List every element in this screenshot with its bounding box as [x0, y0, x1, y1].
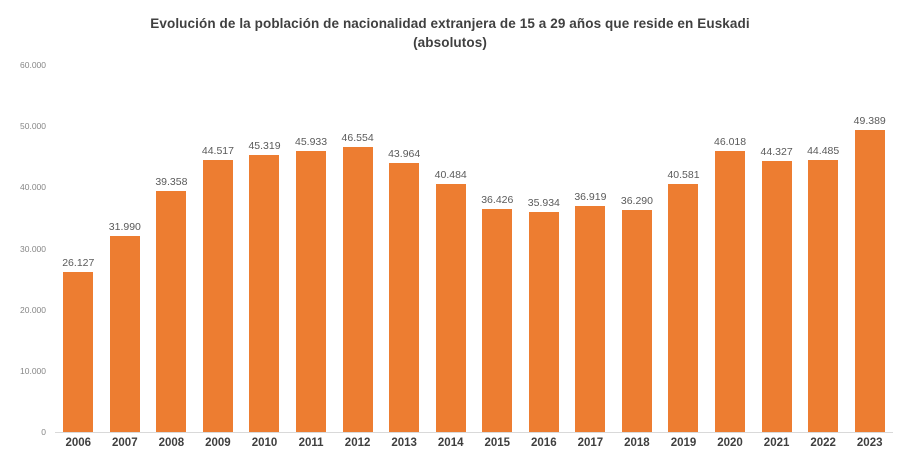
bar[interactable] [482, 209, 513, 432]
bar-group: 40.484 [427, 65, 474, 432]
x-axis-tick-label: 2011 [298, 437, 324, 449]
bar[interactable] [435, 184, 466, 432]
y-axis-tick-label: 0 [41, 427, 46, 437]
bar-group: 43.964 [381, 65, 428, 432]
x-axis-tick-label: 2021 [763, 437, 790, 449]
x-axis-tick-label: 2012 [344, 437, 371, 449]
bar-value-label: 39.358 [155, 176, 188, 189]
bar-value-label: 44.517 [201, 144, 234, 157]
bar[interactable] [296, 151, 327, 432]
bar-group: 44.517 [195, 65, 242, 432]
x-axis-tick-label: 2018 [624, 437, 650, 449]
bar-value-label: 46.018 [713, 135, 747, 148]
bar[interactable] [63, 272, 94, 432]
bar-value-label: 35.934 [527, 197, 560, 210]
bar-group: 49.389 [846, 65, 893, 432]
x-axis-tick-label: 2023 [856, 437, 883, 449]
bar-group: 39.358 [148, 65, 195, 432]
bar-value-label: 49.389 [853, 114, 886, 127]
y-axis-tick-label: 60.000 [20, 60, 46, 70]
x-axis-tick-label: 2008 [158, 437, 185, 449]
bar[interactable] [854, 129, 885, 432]
bar-group: 45.933 [288, 65, 335, 432]
x-axis-tick-label: 2009 [205, 437, 231, 449]
y-axis-tick-label: 40.000 [20, 182, 46, 193]
bar-group: 31.990 [102, 65, 149, 432]
bar-group: 44.327 [753, 65, 800, 432]
bar-value-label: 36.426 [481, 194, 514, 207]
bar[interactable] [249, 154, 280, 432]
bar-group: 36.290 [614, 65, 661, 432]
x-axis-tick-label: 2013 [391, 437, 417, 449]
x-axis-tick-label: 2017 [577, 437, 604, 449]
bar[interactable] [342, 147, 373, 432]
y-axis-tick-label: 30.000 [20, 243, 46, 254]
bar[interactable] [761, 160, 792, 432]
bar-group: 35.934 [521, 65, 568, 432]
bar-group: 36.919 [567, 65, 614, 432]
bar-group: 46.018 [707, 65, 754, 432]
x-axis-tick-label: 2022 [810, 437, 836, 449]
bar-value-label: 44.485 [807, 144, 840, 157]
bar[interactable] [668, 183, 699, 432]
bar[interactable] [109, 236, 140, 432]
bar-value-label: 31.990 [108, 221, 141, 234]
bar-group: 45.319 [241, 65, 288, 432]
x-axis-tick-label: 2007 [112, 437, 138, 449]
bar-group: 44.485 [800, 65, 847, 432]
chart-title: Evolución de la población de nacionalida… [90, 14, 810, 52]
y-axis: 0 10.000 20.000 30.000 40.000 50.000 60.000 [0, 0, 52, 472]
bar-value-label: 44.327 [760, 145, 793, 158]
bar-group: 46.554 [334, 65, 381, 432]
bar-group: 26.127 [55, 65, 102, 432]
bar-value-label: 45.933 [294, 136, 328, 149]
bar-value-label: 43.964 [388, 148, 421, 161]
bar-value-label: 45.319 [248, 139, 281, 152]
bar[interactable] [156, 191, 187, 432]
bar-group: 40.581 [660, 65, 707, 432]
bar-value-label: 36.919 [574, 191, 607, 204]
bar[interactable] [621, 210, 652, 432]
chart-title-line-1: Evolución de la población de nacionalida… [150, 16, 750, 31]
x-axis-tick-label: 2016 [531, 437, 557, 449]
bar-value-label: 26.127 [62, 257, 95, 270]
y-axis-tick-label: 50.000 [20, 121, 46, 132]
bar-value-label: 40.581 [667, 168, 700, 181]
x-axis-tick-label: 2006 [65, 437, 92, 449]
plot-area: 26.127 31.990 39.358 44.517 45.319 45.933 46.5… [55, 65, 893, 432]
bar[interactable] [389, 163, 420, 432]
x-axis-tick-label: 2014 [437, 437, 464, 449]
bar[interactable] [808, 159, 839, 432]
x-axis-tick-label: 2010 [251, 437, 278, 449]
y-axis-tick-label: 10.000 [20, 365, 46, 376]
bar-group: 36.426 [474, 65, 521, 432]
chart-title-line-2: (absolutos) [413, 35, 487, 50]
x-axis: 2006 2007 2008 2009 2010 2011 2012 2013 2014 2015… [55, 437, 893, 461]
bar[interactable] [575, 206, 606, 432]
category-axis-line [55, 432, 893, 433]
bar-value-label: 36.290 [620, 195, 653, 208]
x-axis-tick-label: 2019 [670, 437, 697, 449]
bar[interactable] [528, 212, 559, 432]
y-axis-tick-label: 20.000 [20, 304, 46, 315]
bar-value-label: 46.554 [341, 132, 374, 145]
bar[interactable] [715, 150, 746, 432]
x-axis-tick-label: 2020 [717, 437, 743, 449]
x-axis-tick-label: 2015 [484, 437, 511, 449]
bar[interactable] [202, 159, 233, 432]
bar-value-label: 40.484 [434, 169, 467, 182]
